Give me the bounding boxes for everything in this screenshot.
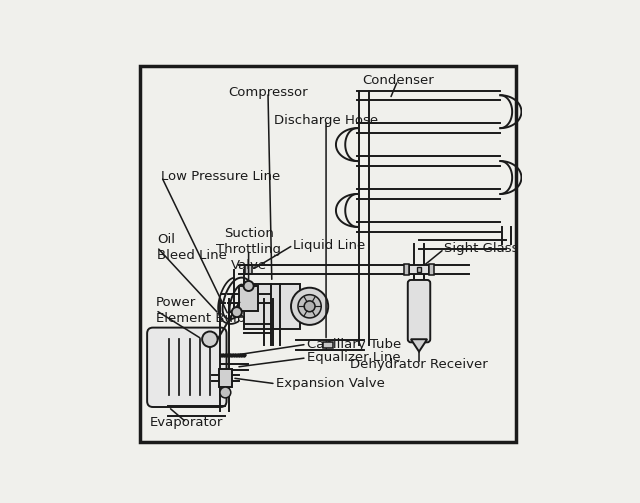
Text: Dehydrator Receiver: Dehydrator Receiver (350, 358, 488, 371)
Text: Condenser: Condenser (362, 74, 433, 87)
Circle shape (220, 387, 231, 398)
Circle shape (304, 301, 315, 312)
Circle shape (298, 295, 321, 318)
FancyBboxPatch shape (147, 327, 227, 407)
Bar (410, 265, 429, 274)
Text: Compressor: Compressor (228, 86, 308, 99)
Bar (429, 264, 434, 275)
Bar (239, 286, 258, 311)
Text: Sight Glass: Sight Glass (444, 242, 518, 256)
Text: Oil
Bleed Line: Oil Bleed Line (157, 232, 227, 262)
Circle shape (291, 288, 328, 325)
Text: Capillary Tube: Capillary Tube (307, 338, 401, 351)
Text: Discharge Hose: Discharge Hose (274, 114, 378, 127)
Bar (244, 284, 300, 328)
Bar (404, 264, 409, 275)
Text: Expansion Valve: Expansion Valve (276, 377, 385, 390)
Text: Equalizer Line: Equalizer Line (307, 351, 401, 364)
Text: Liquid Line: Liquid Line (293, 238, 365, 252)
Bar (417, 267, 421, 272)
Text: Suction
Throttling
Valve: Suction Throttling Valve (216, 227, 281, 272)
Bar (219, 369, 232, 387)
Circle shape (202, 331, 218, 347)
Text: Evaporator: Evaporator (150, 416, 223, 429)
Circle shape (232, 307, 242, 317)
Bar (237, 307, 244, 317)
Text: Low Pressure Line: Low Pressure Line (161, 170, 281, 183)
Bar (323, 342, 333, 348)
Text: Power
Element Bulb: Power Element Bulb (156, 296, 245, 324)
Polygon shape (411, 339, 427, 352)
Circle shape (244, 281, 253, 291)
Bar (244, 265, 252, 274)
FancyBboxPatch shape (408, 280, 430, 343)
